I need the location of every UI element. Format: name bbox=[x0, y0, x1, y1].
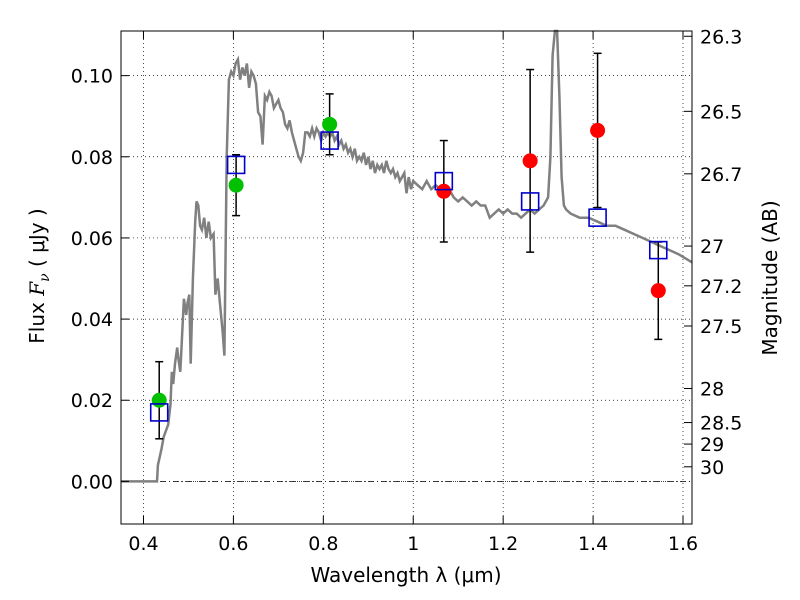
observed-point-1 bbox=[228, 177, 244, 193]
y-ticks: 0.00 0.02 0.04 0.06 0.08 0.10 bbox=[71, 66, 129, 493]
observed-points bbox=[151, 116, 666, 408]
x-tick-label-3: 1 bbox=[407, 533, 419, 555]
mag-tick-label-6: 28 bbox=[700, 378, 724, 400]
x-tick-label-1: 0.6 bbox=[218, 533, 248, 555]
mag-tick-label-9: 30 bbox=[700, 457, 724, 479]
y-axis-title: Flux Fν ( μJy ) bbox=[25, 208, 53, 343]
y-tick-label-5: 0.10 bbox=[71, 66, 113, 88]
y-tick-label-0: 0.00 bbox=[71, 471, 113, 493]
y-axis-title-unit: ( μJy ) bbox=[25, 208, 49, 273]
model-point-6 bbox=[648, 240, 668, 260]
y-tick-label-1: 0.02 bbox=[71, 390, 113, 412]
observed-point-3 bbox=[436, 183, 452, 199]
mag-tick-label-1: 26.5 bbox=[700, 101, 742, 123]
mag-tick-label-4: 27.2 bbox=[700, 276, 742, 298]
observed-point-6 bbox=[650, 283, 666, 299]
model-point-5 bbox=[588, 208, 607, 227]
model-point-1 bbox=[226, 155, 246, 175]
mag-tick-label-7: 28.5 bbox=[700, 413, 742, 435]
grid-lines bbox=[121, 31, 692, 524]
model-point-0 bbox=[149, 403, 169, 422]
model-point-3 bbox=[434, 171, 454, 191]
mag-tick-label-2: 26.7 bbox=[700, 164, 742, 186]
x-tick-label-5: 1.4 bbox=[578, 533, 608, 555]
y-tick-label-3: 0.06 bbox=[71, 228, 113, 250]
model-sed-line bbox=[121, 29, 693, 483]
x-tick-label-0: 0.4 bbox=[128, 533, 158, 555]
observed-point-2 bbox=[322, 116, 338, 132]
y-axis-title-subscript: ν bbox=[37, 273, 53, 282]
observed-point-4 bbox=[522, 153, 538, 169]
model-points bbox=[149, 131, 668, 422]
model-point-4 bbox=[520, 192, 540, 211]
y-axis-title-main: Flux bbox=[25, 296, 49, 344]
x-axis-title: Wavelength λ (μm) bbox=[310, 563, 501, 587]
y-tick-label-2: 0.04 bbox=[71, 309, 113, 331]
x-tick-label-4: 1.2 bbox=[488, 533, 518, 555]
x-tick-label-6: 1.6 bbox=[668, 533, 698, 555]
error-bars bbox=[155, 52, 663, 440]
mag-tick-label-0: 26.3 bbox=[700, 26, 742, 48]
y2-axis-title: Magnitude (AB) bbox=[758, 200, 782, 355]
x-tick-label-2: 0.8 bbox=[308, 533, 338, 555]
mag-tick-label-8: 29 bbox=[700, 434, 724, 456]
model-point-2 bbox=[320, 131, 339, 150]
plot-frame bbox=[120, 30, 693, 525]
observed-point-0 bbox=[151, 392, 167, 408]
y-axis-title-symbol: F bbox=[25, 281, 49, 297]
x-ticks: 0.4 0.6 0.8 1 1.2 1.4 1.6 bbox=[128, 31, 698, 555]
observed-point-5 bbox=[590, 122, 606, 138]
mag-tick-label-5: 27.5 bbox=[700, 316, 742, 338]
y-tick-label-4: 0.08 bbox=[71, 147, 113, 169]
mag-tick-label-3: 27 bbox=[700, 236, 724, 258]
